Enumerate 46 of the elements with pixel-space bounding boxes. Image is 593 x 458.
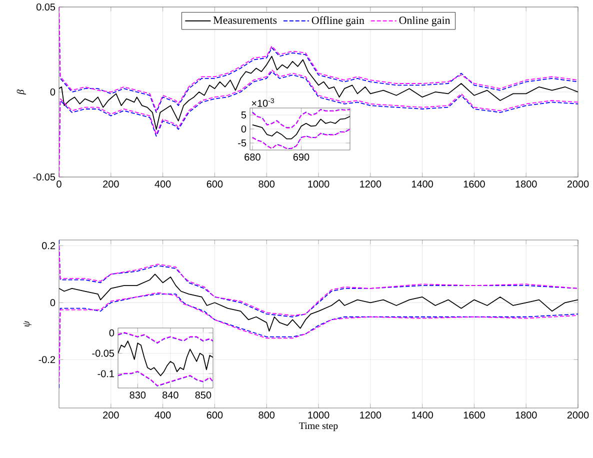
- x-tick-label: 1400: [412, 180, 433, 188]
- y-tick-label: 0.2: [42, 242, 55, 250]
- legend-label: Measurements: [213, 16, 277, 24]
- annotation: ×10$^{-3}$: [252, 98, 274, 107]
- x-tick-label: 1000: [308, 412, 330, 419]
- y-tick-label: -5: [238, 140, 246, 146]
- x-tick-label: 1200: [360, 412, 382, 419]
- y-tick-label: 0: [50, 299, 56, 306]
- x-tick-label: 400: [154, 180, 171, 188]
- x-tick-label: 1800: [516, 180, 537, 188]
- legend-label: Offline gain: [312, 16, 364, 26]
- x-tick-label: 600: [206, 180, 223, 188]
- x-tick-label: 600: [206, 412, 223, 419]
- x-tick-label: 690: [293, 154, 310, 161]
- x-tick-label: 200: [103, 412, 119, 419]
- line-series: [118, 340, 213, 376]
- y-tick-label: 0: [50, 88, 56, 96]
- y-tick-label: -0.2: [38, 356, 55, 364]
- x-tick-label: 1800: [516, 412, 537, 419]
- x-tick-label: 800: [258, 180, 275, 188]
- y-tick-label: 5: [241, 112, 246, 118]
- x-tick-label: 830: [130, 392, 146, 399]
- y-tick-label: 0: [241, 125, 246, 133]
- y-axis-title: β: [16, 90, 26, 95]
- x-tick-label: 1400: [412, 412, 433, 419]
- x-tick-label: 1600: [464, 412, 485, 419]
- x-tick-label: 1000: [308, 180, 330, 188]
- y-tick-label: 0.05: [36, 3, 56, 11]
- y-tick-label: -0.05: [33, 173, 56, 181]
- x-tick-label: 0: [56, 180, 62, 188]
- y-tick-label: 0: [109, 329, 114, 336]
- x-tick-label: 1200: [360, 180, 382, 188]
- x-tick-label: 2000: [567, 412, 589, 419]
- y-axis-title: ψ: [23, 320, 32, 326]
- x-tick-label: 800: [258, 412, 275, 419]
- x-tick-label: 680: [244, 154, 260, 161]
- x-tick-label: 400: [154, 412, 171, 419]
- legend-label: Online gain: [399, 16, 450, 26]
- x-axis-title: Time step: [299, 422, 338, 432]
- y-tick-label: -0.05: [92, 350, 114, 357]
- x-tick-label: 850: [195, 392, 212, 399]
- x-tick-label: 200: [103, 180, 119, 188]
- x-tick-label: 1600: [464, 180, 485, 188]
- x-tick-label: 840: [162, 392, 178, 399]
- x-tick-label: 2000: [567, 180, 589, 188]
- y-tick-label: -0.1: [98, 370, 114, 378]
